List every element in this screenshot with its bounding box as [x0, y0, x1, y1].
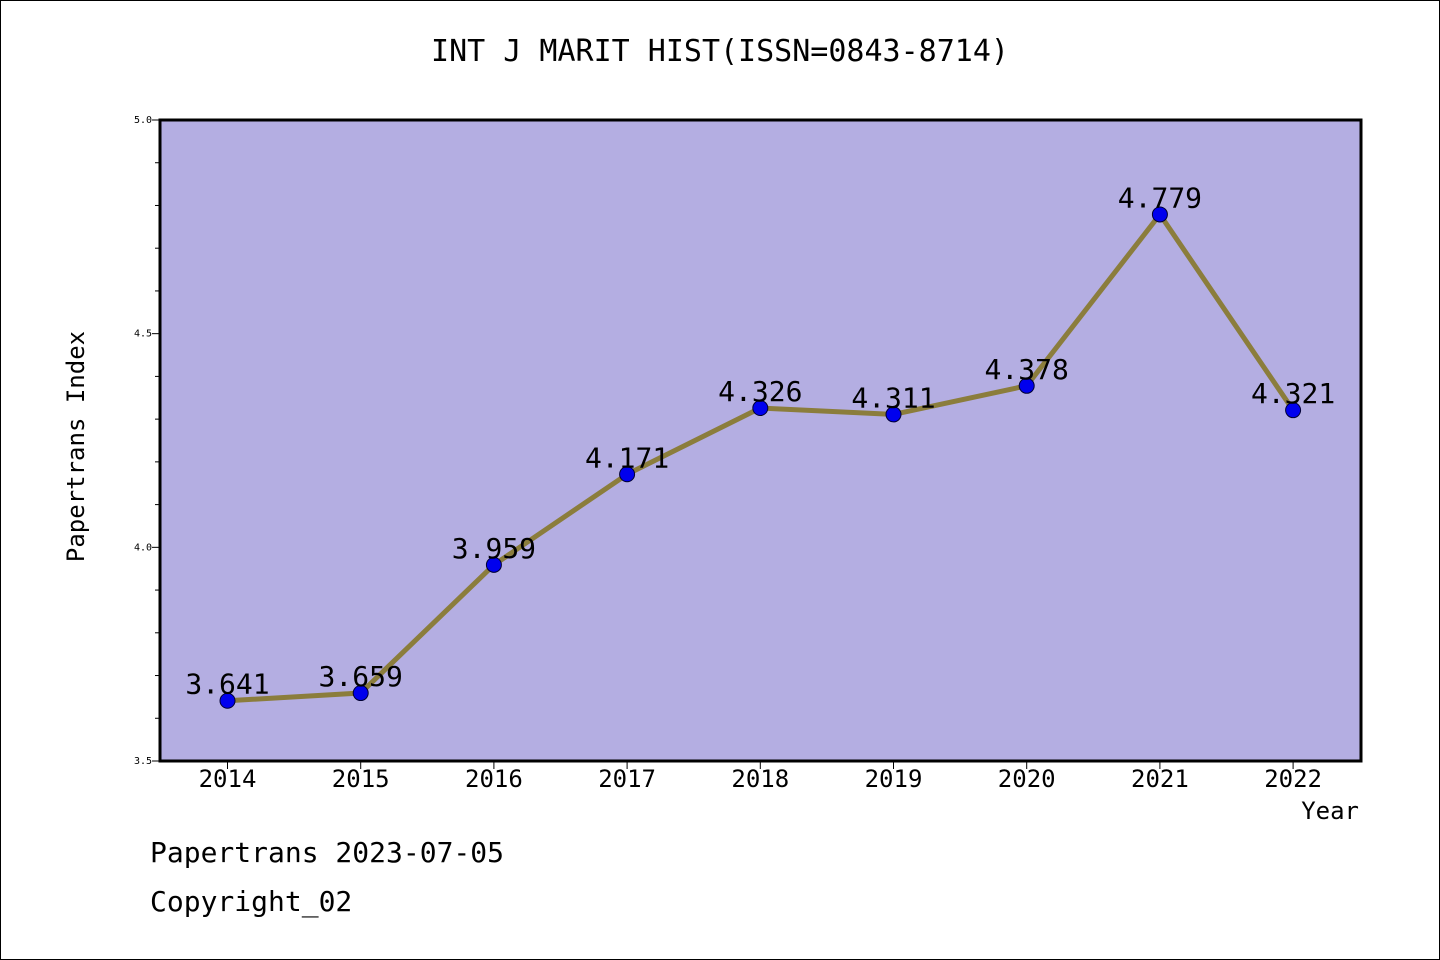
data-point [885, 406, 902, 423]
data-point [352, 685, 369, 702]
data-point [619, 466, 636, 483]
data-point [752, 400, 769, 417]
x-tick-label: 2020 [998, 765, 1056, 793]
data-label: 4.779 [1118, 181, 1202, 214]
data-point [1151, 206, 1168, 223]
x-tick-label: 2015 [332, 765, 390, 793]
data-label: 4.326 [718, 375, 802, 408]
y-tick-label: 3.5 [134, 756, 152, 767]
data-point [485, 556, 502, 573]
x-tick-label: 2014 [199, 765, 257, 793]
y-axis-label: Papertrans Index [62, 331, 90, 562]
footer-date: Papertrans 2023-07-05 [150, 836, 505, 869]
y-tick-label: 4.5 [134, 329, 152, 340]
data-label: 4.321 [1251, 377, 1335, 410]
data-point [219, 692, 236, 709]
x-tick-label: 2016 [465, 765, 523, 793]
x-tick-label: 2022 [1264, 765, 1322, 793]
data-point [1018, 377, 1035, 394]
data-label: 3.641 [185, 668, 269, 701]
data-label: 3.659 [319, 660, 403, 693]
chart-title: INT J MARIT HIST(ISSN=0843-8714) [431, 34, 1009, 69]
footer-copyright: Copyright_02 [150, 885, 353, 918]
data-label: 4.378 [985, 353, 1069, 386]
x-axis-label: Year [1301, 797, 1359, 825]
data-label: 4.311 [851, 381, 935, 414]
x-tick-label: 2019 [865, 765, 923, 793]
data-label: 4.171 [585, 441, 669, 474]
data-point [1285, 402, 1302, 419]
x-tick-label: 2017 [598, 765, 656, 793]
plot-area [158, 118, 1363, 763]
y-tick-label: 4.0 [134, 542, 152, 553]
y-tick-label: 5.0 [134, 115, 152, 126]
x-tick-label: 2018 [731, 765, 789, 793]
x-tick-label: 2021 [1131, 765, 1189, 793]
data-label: 3.959 [452, 532, 536, 565]
